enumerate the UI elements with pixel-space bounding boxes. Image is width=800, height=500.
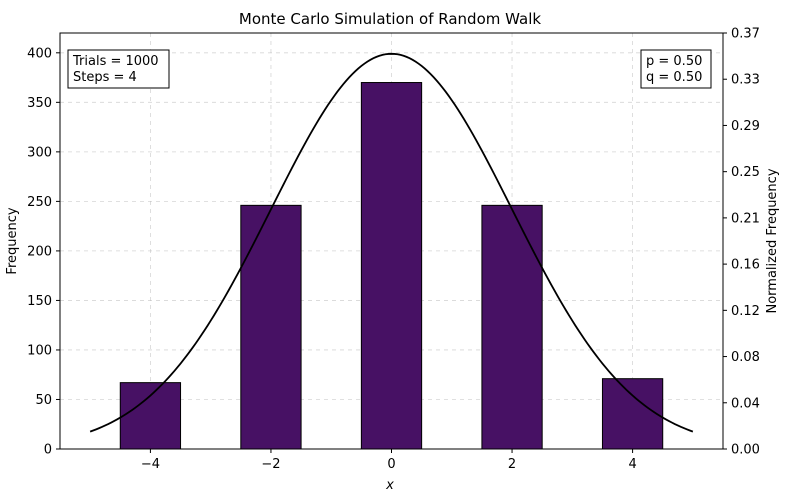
gaussian-curve xyxy=(89,52,694,433)
y-axis: 0 50 100 150 200 250 300 350 400 xyxy=(27,46,60,458)
x-tick-label: 0 xyxy=(387,457,395,472)
y2-axis: 0.00 0.04 0.08 0.12 0.16 0.21 0.25 0.29 0.33 0.37 xyxy=(723,27,760,458)
trials-text: Trials = 1000 xyxy=(72,54,159,69)
bar xyxy=(119,382,182,450)
y2-tick-label: 0.12 xyxy=(731,304,760,319)
y2-tick-label: 0.29 xyxy=(731,119,760,134)
bar xyxy=(481,204,543,450)
y-tick-label: 300 xyxy=(27,145,52,160)
stats-box-left: Trials = 1000 Steps = 4 xyxy=(67,49,170,89)
q-text: q = 0.50 xyxy=(646,70,702,85)
y-tick-label: 400 xyxy=(27,46,52,61)
y2-tick-label: 0.21 xyxy=(731,211,760,226)
x-axis: −4 −2 0 2 4 xyxy=(141,449,637,472)
x-tick-label: −4 xyxy=(141,457,160,472)
steps-text: Steps = 4 xyxy=(73,70,137,85)
y-axis-label: Frequency xyxy=(5,207,20,274)
y2-tick-label: 0.37 xyxy=(731,27,760,42)
bar xyxy=(240,204,302,450)
y-tick-label: 100 xyxy=(27,343,52,358)
p-text: p = 0.50 xyxy=(646,54,702,69)
y-tick-label: 150 xyxy=(27,294,52,309)
stats-box-right: p = 0.50 q = 0.50 xyxy=(640,49,712,89)
y2-tick-label: 0.16 xyxy=(731,258,760,273)
bar xyxy=(601,378,664,450)
y-tick-label: 200 xyxy=(27,244,52,259)
y2-tick-label: 0.08 xyxy=(731,350,760,365)
y-tick-label: 50 xyxy=(35,393,52,408)
y2-tick-label: 0.00 xyxy=(731,443,760,458)
y2-tick-label: 0.33 xyxy=(731,73,760,88)
chart-title: Monte Carlo Simulation of Random Walk xyxy=(239,10,541,28)
y-tick-label: 350 xyxy=(27,96,52,111)
x-axis-label: x xyxy=(385,478,394,493)
x-tick-label: 4 xyxy=(628,457,636,472)
x-tick-label: 2 xyxy=(508,457,516,472)
y-tick-label: 0 xyxy=(44,443,52,458)
y-tick-label: 250 xyxy=(27,195,52,210)
y2-axis-label: Normalized Frequency xyxy=(765,168,780,313)
bars xyxy=(119,82,664,450)
y2-tick-label: 0.25 xyxy=(731,165,760,180)
y2-tick-label: 0.04 xyxy=(731,396,760,411)
bar xyxy=(360,82,423,450)
x-tick-label: −2 xyxy=(261,457,280,472)
